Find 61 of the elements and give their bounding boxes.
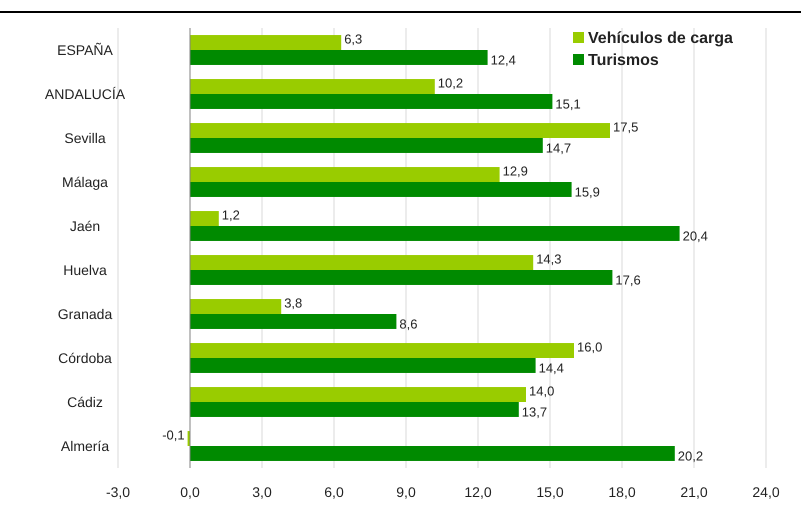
bar <box>190 167 500 182</box>
bar <box>190 299 282 314</box>
y-tick-label: Huelva <box>63 262 107 278</box>
x-tick-label: -3,0 <box>106 484 130 500</box>
y-tick-label: ESPAÑA <box>57 42 114 58</box>
bar <box>190 358 536 373</box>
legend-label: Turismos <box>588 52 659 69</box>
data-label: 14,0 <box>529 384 554 399</box>
legend-label: Vehículos de carga <box>588 30 734 47</box>
data-label: -0,1 <box>162 428 185 443</box>
data-label: 13,7 <box>522 404 548 420</box>
x-tick-label: 21,0 <box>680 484 708 500</box>
x-tick-label: 12,0 <box>464 484 492 500</box>
bar <box>190 387 526 402</box>
y-tick-label: Sevilla <box>64 130 106 146</box>
bar <box>190 138 543 153</box>
x-tick-label: 0,0 <box>180 484 200 500</box>
bar <box>190 270 612 285</box>
data-label: 3,8 <box>284 296 302 311</box>
bar <box>190 314 396 329</box>
data-label: 17,5 <box>613 120 638 135</box>
data-label: 14,3 <box>536 252 562 267</box>
bar <box>190 50 488 65</box>
bar <box>190 255 534 270</box>
x-tick-label: 18,0 <box>608 484 636 500</box>
bar <box>190 226 680 241</box>
data-label: 8,6 <box>399 316 418 332</box>
y-tick-label: Córdoba <box>58 350 112 366</box>
y-tick-label: ANDALUCÍA <box>44 86 126 102</box>
y-tick-label: Granada <box>58 306 112 322</box>
x-tick-label: 24,0 <box>752 484 780 500</box>
y-tick-label: Málaga <box>62 174 108 190</box>
bar <box>190 343 574 358</box>
data-label: 12,4 <box>490 52 516 68</box>
bar <box>190 35 342 50</box>
x-tick-label: 3,0 <box>252 484 272 500</box>
data-label: 20,4 <box>682 228 708 244</box>
bar <box>190 446 675 461</box>
bar <box>190 211 219 226</box>
x-tick-label: 6,0 <box>324 484 344 500</box>
bar <box>190 94 552 109</box>
data-label: 15,1 <box>555 96 581 112</box>
data-label: 14,7 <box>546 140 572 156</box>
data-label: 6,3 <box>344 32 362 47</box>
data-label: 15,9 <box>574 184 600 200</box>
x-tick-label: 9,0 <box>396 484 416 500</box>
y-tick-label: Jaén <box>70 218 100 234</box>
data-label: 20,2 <box>678 448 704 464</box>
data-label: 12,9 <box>502 164 528 179</box>
bar <box>190 123 610 138</box>
data-label: 17,6 <box>615 272 641 288</box>
data-label: 16,0 <box>577 340 602 355</box>
data-label: 14,4 <box>538 360 564 376</box>
data-label: 10,2 <box>438 76 464 91</box>
y-tick-label: Almería <box>60 438 110 454</box>
bar <box>190 79 435 94</box>
data-label: 1,2 <box>222 208 240 223</box>
y-tick-label: Cádiz <box>67 394 103 410</box>
bar <box>190 402 519 417</box>
x-tick-label: 15,0 <box>536 484 564 500</box>
bar <box>190 182 572 197</box>
